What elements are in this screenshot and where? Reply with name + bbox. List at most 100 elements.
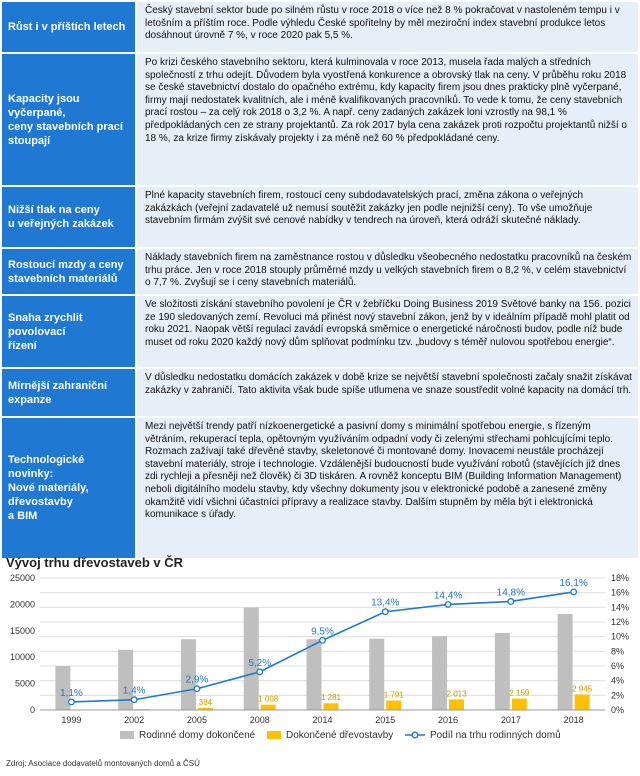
- category-label: 2005: [187, 715, 207, 725]
- category-label: 2017: [501, 715, 521, 725]
- left-axis-tick: 25000: [10, 573, 35, 583]
- bar-rodinne-domy: [118, 649, 134, 710]
- bar-rodinne-domy: [369, 638, 385, 710]
- row-heading-text: Rostoucí mzdy a ceny stavebních materiál…: [8, 258, 124, 285]
- bar-drevostavby: [449, 699, 465, 710]
- right-axis-tick: 8%: [611, 646, 624, 656]
- bar-value-label: 2 013: [447, 689, 468, 698]
- bar-value-label: 1 791: [384, 691, 405, 700]
- right-axis-tick: 2%: [611, 690, 624, 700]
- chart-title: Vývoj trhu dřevostaveb v ČR: [6, 555, 183, 570]
- bar-rodinne-domy: [432, 636, 448, 710]
- share-label: 13,4%: [371, 598, 399, 609]
- bar-rodinne-domy: [557, 613, 573, 710]
- row-heading-text: Technologické novinky: Nové materiály, d…: [8, 454, 89, 522]
- wood-houses-chart: 0% 2% 4% 6% 8% 10% 12% 14% 16% 18% 0 5000 10000 15000…: [10, 573, 629, 741]
- right-axis-tick: 0%: [611, 705, 624, 715]
- row-heading: Snaha zrychlit povolovací řízení: [2, 296, 135, 367]
- bar-value-label: 384: [199, 698, 213, 707]
- table-row: Rostoucí mzdy a ceny stavebních materiál…: [2, 249, 638, 296]
- share-label: 5,2%: [248, 658, 271, 669]
- row-heading-text: Nižší tlak na ceny u veřejných zakázek: [8, 204, 114, 230]
- bar-drevostavby: [260, 704, 276, 710]
- row-heading-text: Kapacity jsou vyčerpané, ceny stavebních…: [8, 92, 123, 147]
- table-row: Snaha zrychlit povolovací řízení Ve složi…: [2, 296, 638, 369]
- bar-value-label: 2 945: [572, 684, 593, 693]
- share-label: 14,8%: [497, 587, 525, 598]
- right-axis-tick: 16%: [611, 588, 629, 598]
- bar-drevostavby: [197, 707, 213, 710]
- share-label: 2,9%: [186, 675, 209, 686]
- source-note: Zdroj: Asociace dodavatelů montovaných d…: [6, 759, 200, 768]
- row-text: Ve složitosti získání stavebního povolen…: [135, 296, 638, 367]
- bar-value-label: 1 281: [321, 693, 342, 702]
- right-axis-tick: 14%: [611, 602, 629, 612]
- row-heading-text: Růst i v příštích letech: [8, 21, 126, 33]
- bar-rodinne-domy: [180, 639, 196, 710]
- category-label: 2014: [312, 715, 332, 725]
- share-label: 1,1%: [60, 688, 83, 699]
- share-label: 9,5%: [311, 626, 334, 637]
- right-axis-tick: 10%: [611, 632, 629, 642]
- share-point: [193, 685, 201, 693]
- row-text: Po krizi českého stavebního sektoru, kte…: [135, 54, 638, 185]
- category-label: 2015: [375, 715, 395, 725]
- bar-value-label: 2 159: [509, 689, 530, 698]
- bar-drevostavby: [574, 694, 590, 710]
- row-heading-text: Snaha zrychlit povolovací řízení: [8, 311, 83, 352]
- table-row: Mírnější zahraniční expanze V důsledku ne…: [2, 369, 638, 418]
- left-axis-tick: 5000: [15, 679, 35, 689]
- row-text: Český stavební sektor bude po silném růs…: [135, 2, 638, 52]
- bar-rodinne-domy: [243, 607, 259, 710]
- share-point: [381, 608, 389, 616]
- right-axis-tick: 18%: [611, 573, 629, 583]
- legend-label: Podíl na trhu rodinných domů: [430, 729, 561, 741]
- left-axis-tick: 0: [30, 705, 35, 715]
- share-point: [256, 668, 264, 676]
- row-heading: Mírnější zahraniční expanze: [2, 369, 135, 416]
- share-point: [570, 588, 578, 596]
- legend-label: Dokončené dřevostavby: [286, 730, 393, 741]
- legend-label: Rodinné domy dokončené: [139, 730, 256, 741]
- share-point: [319, 636, 326, 644]
- category-label: 2016: [438, 715, 458, 725]
- bar-drevostavby: [511, 698, 527, 710]
- category-label: 2008: [250, 715, 270, 725]
- right-axis-tick: 6%: [611, 661, 624, 671]
- legend-swatch-drevostavby: [267, 731, 281, 739]
- row-text: V důsledku nedostatku domácích zakázek v…: [135, 369, 638, 416]
- left-axis-tick: 20000: [10, 599, 35, 609]
- info-table: Růst i v příštích letech Český stavební s…: [2, 2, 638, 560]
- category-label: 2002: [124, 715, 144, 725]
- category-label: 2018: [564, 715, 584, 725]
- row-heading-text: Mírnější zahraniční expanze: [8, 379, 108, 406]
- legend-marker: [411, 731, 419, 739]
- share-point: [67, 698, 75, 706]
- left-axis-tick: 10000: [10, 652, 35, 662]
- bar-drevostavby: [386, 700, 402, 710]
- row-heading: Technologické novinky: Nové materiály, d…: [2, 418, 135, 558]
- row-text: Mezi největší trendy patří nízkoenergeti…: [135, 418, 638, 558]
- table-row: Nižší tlak na ceny u veřejných zakázek Pl…: [2, 187, 638, 249]
- table-row: Technologické novinky: Nové materiály, d…: [2, 418, 638, 560]
- row-heading: Růst i v příštích letech: [2, 2, 135, 52]
- left-axis-tick: 15000: [10, 626, 35, 636]
- row-text: Plné kapacity stavebních firem, rostoucí…: [135, 187, 638, 247]
- bar-value-label: 1 008: [258, 695, 279, 704]
- bar-rodinne-domy: [55, 666, 71, 710]
- row-text: Náklady stavebních firem na zaměstnance …: [135, 249, 638, 294]
- table-row: Růst i v příštích letech Český stavební s…: [2, 2, 638, 54]
- share-label: 16,1%: [559, 578, 587, 589]
- bar-drevostavby: [323, 703, 339, 710]
- bar-rodinne-domy: [306, 639, 322, 710]
- share-label: 14,4%: [434, 590, 462, 601]
- table-row: Kapacity jsou vyčerpané, ceny stavebních…: [2, 54, 638, 187]
- category-label: 1999: [61, 715, 81, 725]
- right-axis-tick: 12%: [611, 617, 629, 627]
- row-heading: Rostoucí mzdy a ceny stavebních materiál…: [2, 249, 135, 294]
- share-point: [130, 696, 138, 704]
- legend-swatch-rodinne-domy: [120, 731, 134, 739]
- share-point: [444, 600, 452, 608]
- right-axis-tick: 4%: [611, 676, 624, 686]
- bar-rodinne-domy: [494, 632, 510, 710]
